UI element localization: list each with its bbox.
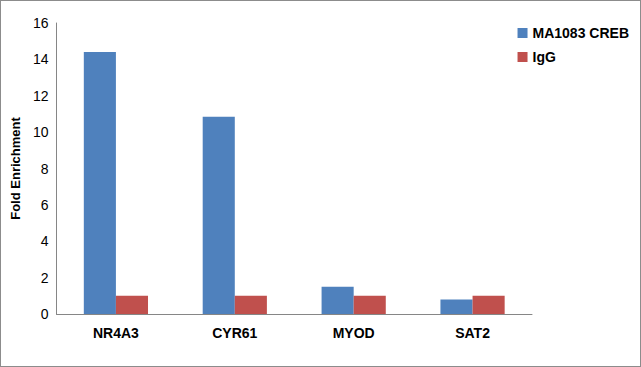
svg-text:6: 6 xyxy=(41,197,49,213)
svg-text:SAT2: SAT2 xyxy=(455,325,490,341)
svg-text:0: 0 xyxy=(41,306,49,322)
svg-text:CYR61: CYR61 xyxy=(212,325,257,341)
svg-text:2: 2 xyxy=(41,270,49,286)
svg-text:MA1083 CREB: MA1083 CREB xyxy=(533,25,629,41)
svg-text:IgG: IgG xyxy=(533,49,556,65)
svg-text:MYOD: MYOD xyxy=(333,325,375,341)
svg-text:14: 14 xyxy=(33,51,49,67)
svg-text:8: 8 xyxy=(41,161,49,177)
svg-text:Fold Enrichment: Fold Enrichment xyxy=(8,117,23,220)
svg-text:12: 12 xyxy=(33,88,49,104)
svg-text:16: 16 xyxy=(33,15,49,31)
svg-text:10: 10 xyxy=(33,124,49,140)
svg-text:4: 4 xyxy=(41,233,49,249)
svg-text:NR4A3: NR4A3 xyxy=(93,325,139,341)
